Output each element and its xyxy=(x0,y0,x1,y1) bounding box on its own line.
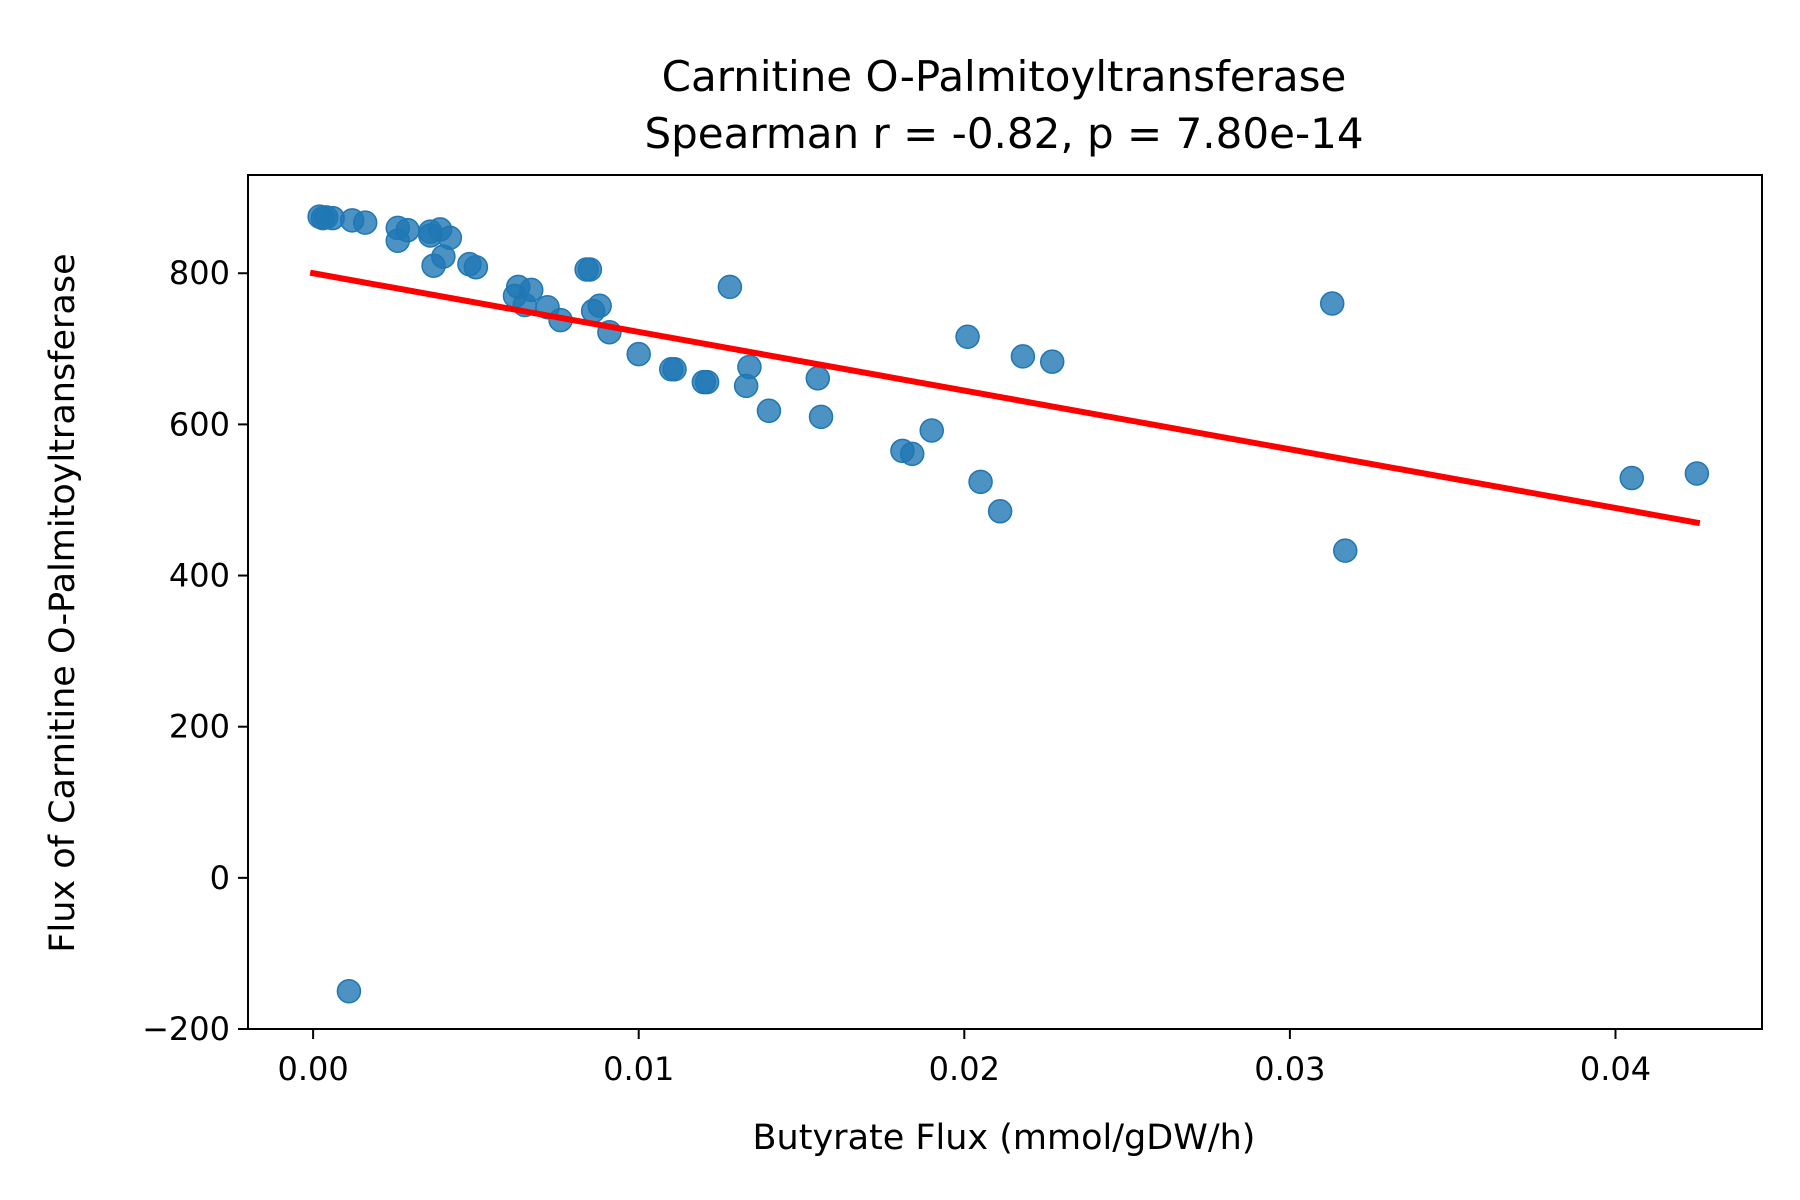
data-point xyxy=(808,404,834,430)
data-point xyxy=(899,441,925,467)
data-point xyxy=(955,324,980,349)
x-tick-label: 0.00 xyxy=(277,1050,348,1088)
data-point xyxy=(463,254,489,280)
data-point xyxy=(1010,344,1036,369)
data-point xyxy=(385,228,411,254)
data-point xyxy=(418,219,443,244)
data-point xyxy=(662,356,687,382)
plot-area xyxy=(307,204,1710,1004)
axis-ticks: 0.00 0.01 0.02 0.03 0.04 −200 0 200 400 600 800 xyxy=(142,254,1651,1088)
data-point xyxy=(577,257,603,282)
data-point xyxy=(919,418,944,443)
x-tick-label: 0.02 xyxy=(929,1050,1000,1088)
data-point xyxy=(431,244,456,269)
x-tick-label: 0.04 xyxy=(1580,1050,1651,1088)
regression-line xyxy=(309,269,1701,527)
data-point xyxy=(587,293,612,318)
data-point xyxy=(717,274,743,300)
x-tick-label: 0.03 xyxy=(1254,1050,1325,1088)
data-point xyxy=(968,469,993,495)
plot-frame xyxy=(247,174,1763,1030)
x-axis-label: Butyrate Flux (mmol/gDW/h) xyxy=(753,1118,1256,1158)
data-point xyxy=(1619,465,1645,491)
data-point xyxy=(694,369,720,395)
chart-subtitle: Spearman r = -0.82, p = 7.80e-14 xyxy=(644,109,1363,158)
data-point xyxy=(1039,349,1065,374)
data-point xyxy=(626,341,651,367)
data-point xyxy=(737,354,762,380)
y-tick-label: 800 xyxy=(169,254,230,292)
data-point xyxy=(352,210,378,235)
y-axis-label: Flux of Carnitine O-Palmitoyltransferase xyxy=(43,253,83,952)
y-tick-label: 200 xyxy=(169,708,230,746)
data-point xyxy=(1684,461,1710,486)
y-tick-label: 400 xyxy=(169,557,230,595)
data-point xyxy=(756,398,782,424)
data-point xyxy=(805,366,831,391)
x-tick-label: 0.01 xyxy=(603,1050,674,1088)
y-tick-label: −200 xyxy=(142,1010,230,1048)
data-point xyxy=(1332,538,1358,563)
chart-title: Carnitine O-Palmitoyltransferase xyxy=(662,52,1347,101)
data-point xyxy=(1319,291,1345,316)
y-tick-label: 0 xyxy=(210,859,230,897)
data-point xyxy=(336,978,362,1004)
y-tick-label: 600 xyxy=(169,405,230,443)
data-point xyxy=(987,499,1013,524)
